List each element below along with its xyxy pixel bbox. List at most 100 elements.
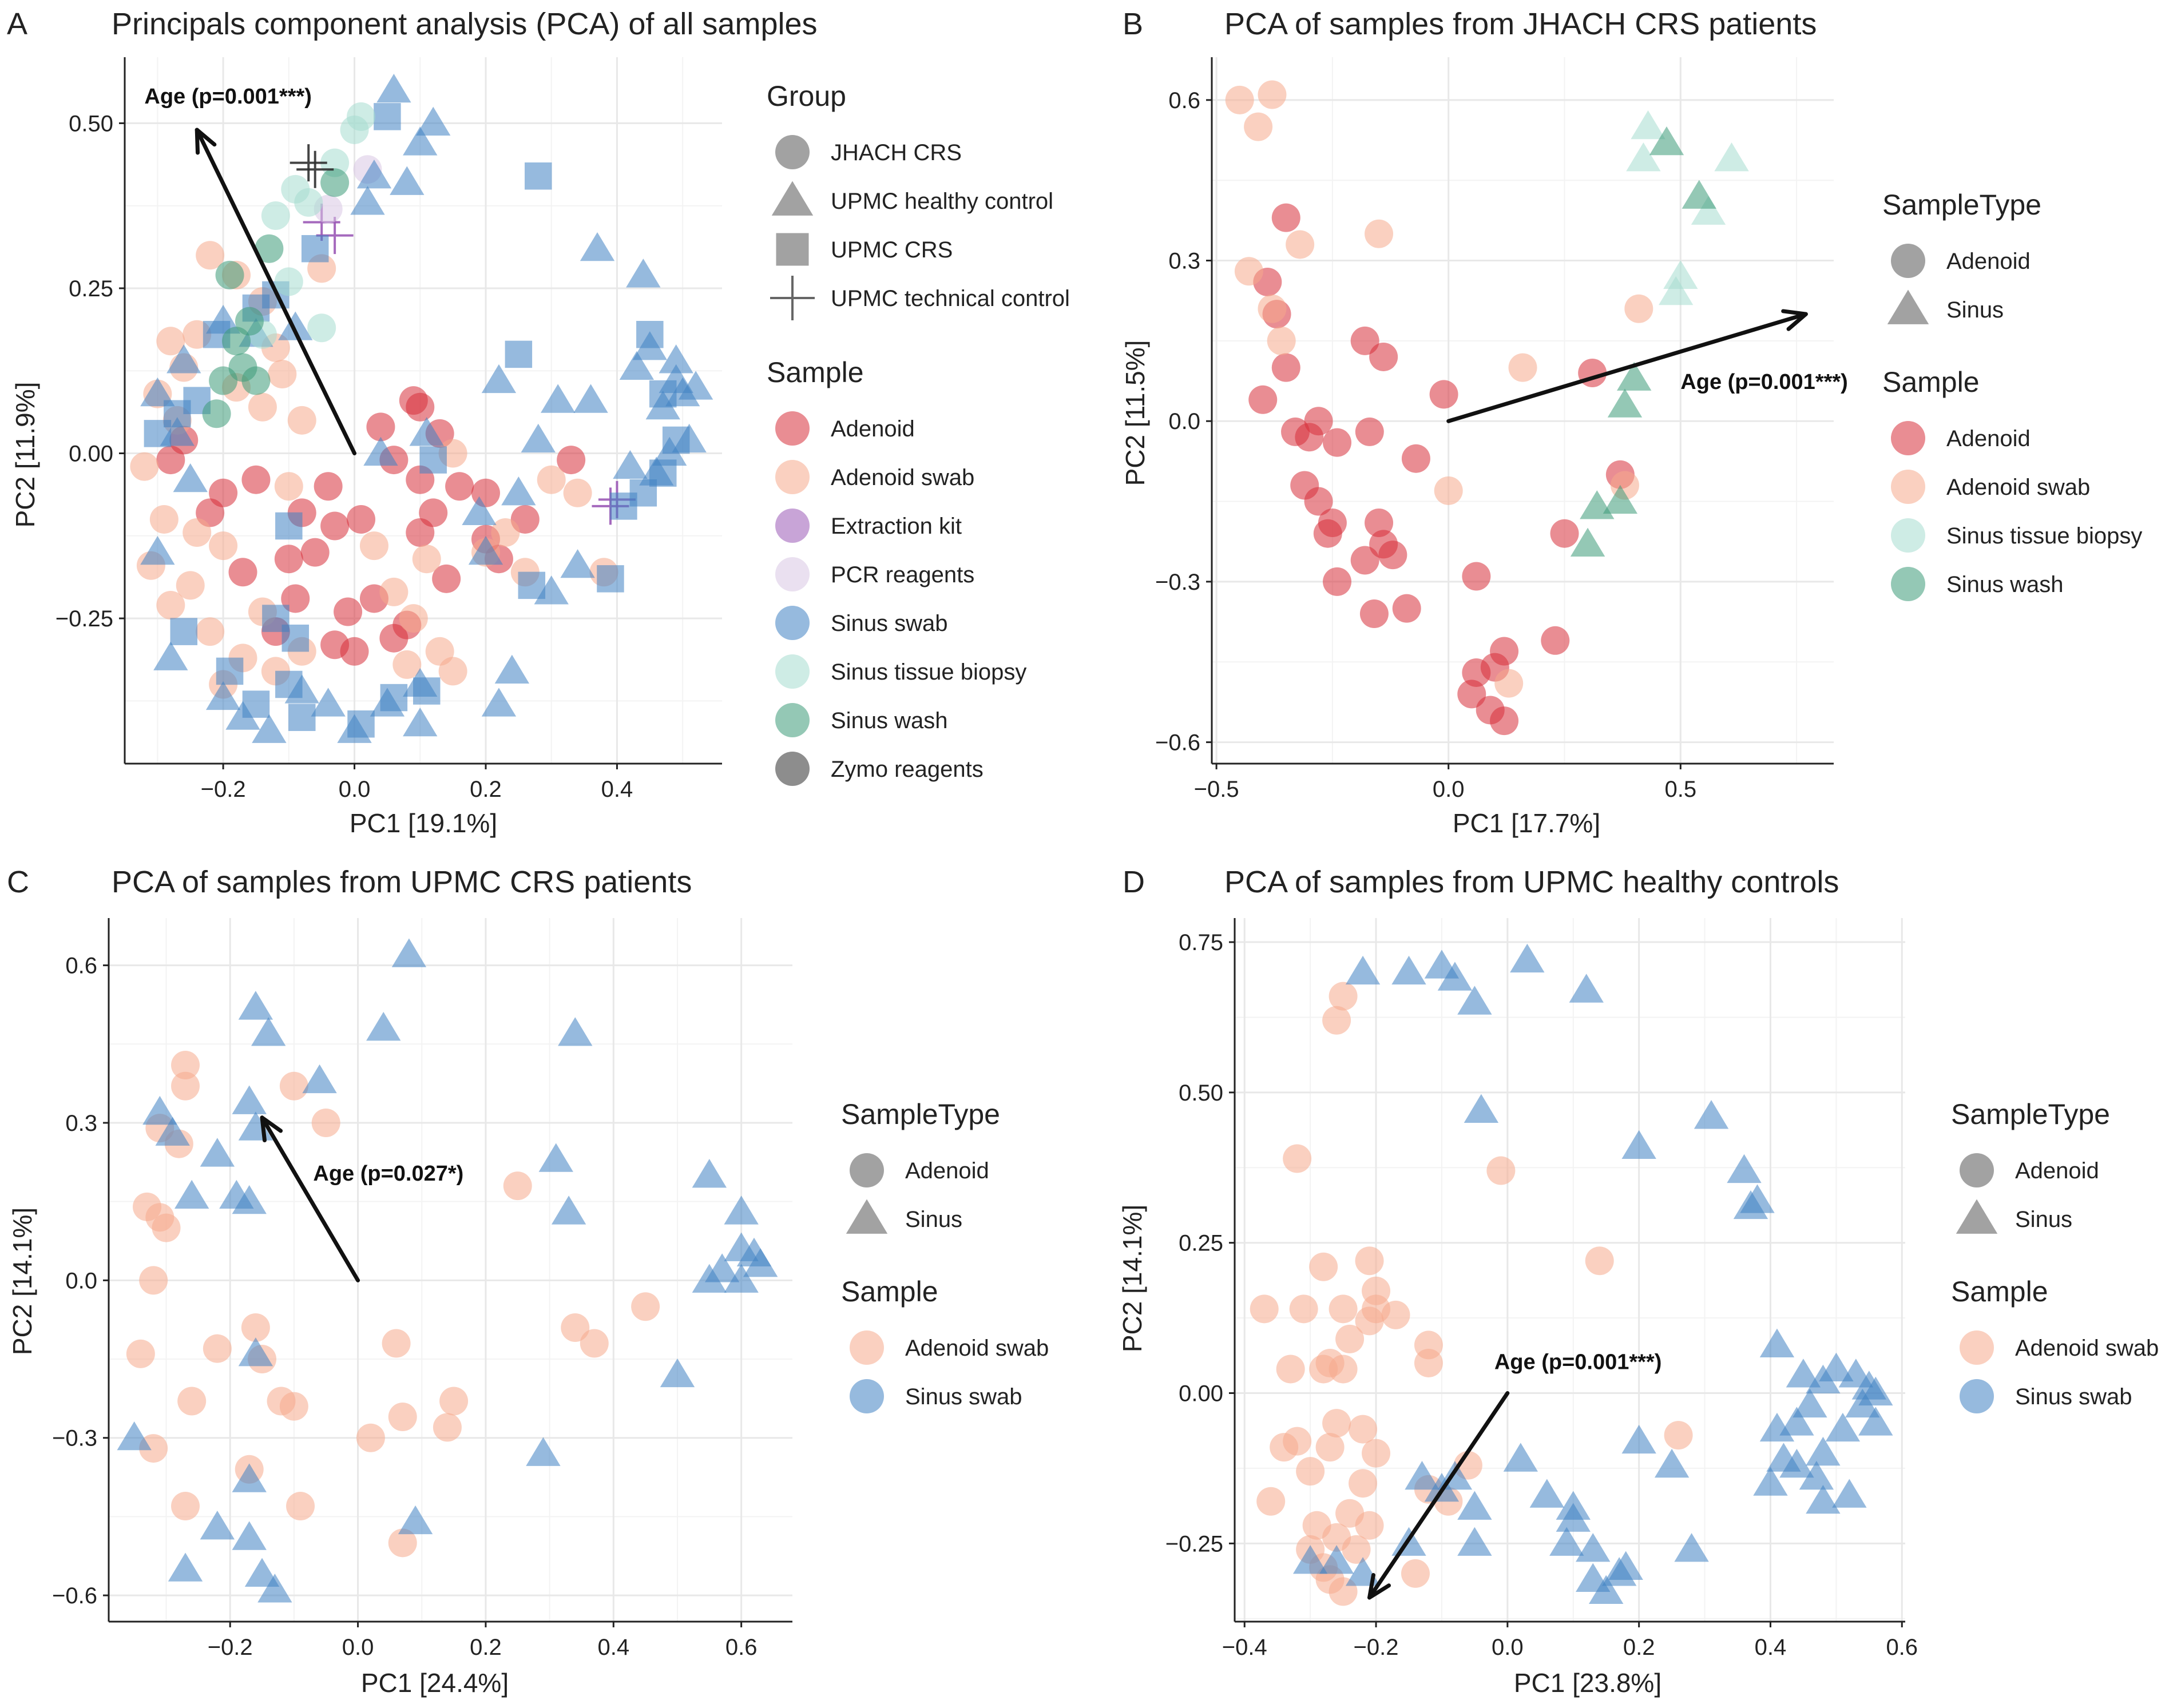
data-point-sinus-swab [398, 1505, 433, 1535]
legend-key-sinus-tissue-biopsy [775, 654, 810, 689]
data-point-adenoid-swab [412, 545, 441, 574]
data-point-adenoid-swab [1234, 257, 1263, 286]
data-point-sinus-swab [200, 1138, 235, 1167]
panel-a-plot-area: −0.2 0.0 0.2 0.4 −0.25 0.00 0.25 0.50 Age (p=0.0… [55, 57, 722, 802]
panel-c-xlabel: PC1 [24.4%] [361, 1668, 509, 1698]
data-point-sinus-swab [526, 1437, 561, 1466]
legend-key-adenoid-swab [850, 1330, 884, 1365]
data-point-adenoid-swab [1342, 1535, 1371, 1564]
data-point-sinus-swab [1740, 1184, 1775, 1213]
data-point-sinus-swab [626, 259, 661, 288]
data-point-adenoid-swab [1365, 219, 1394, 248]
data-point-adenoid-swab [1508, 353, 1537, 382]
y-tick-label: 0.50 [1179, 1081, 1223, 1106]
x-tick-label: 0.4 [1755, 1635, 1787, 1660]
x-tick-label: −0.2 [1354, 1635, 1399, 1660]
legend-label-sinus-swab: Sinus swab [2015, 1384, 2132, 1409]
data-point-adenoid [1248, 385, 1278, 414]
data-point-adenoid-swab [171, 1051, 200, 1080]
data-point-adenoid [1304, 407, 1333, 436]
data-point-sinus-swab [200, 1511, 235, 1540]
legend-title-sample: Sample [841, 1276, 938, 1308]
data-point-adenoid-swab [433, 1413, 462, 1442]
data-point-sinus-wash [215, 260, 244, 289]
data-point-sinus-swab [468, 535, 503, 565]
data-point-sinus-swab [238, 991, 273, 1020]
data-point-sinus-swab-upmc-crs [275, 512, 303, 540]
data-point-adenoid [314, 472, 343, 501]
data-point-sinus-swab [350, 186, 385, 215]
data-point-adenoid-swab [1329, 982, 1358, 1011]
data-point-sinus-swab [1510, 943, 1545, 973]
legend-label-upmc-healthy-control: UPMC healthy control [831, 189, 1053, 214]
data-point-adenoid-swab [183, 518, 212, 547]
legend-label-sinus-wash: Sinus wash [1946, 572, 2064, 597]
data-point-adenoid-swab [561, 1313, 590, 1342]
data-point-sinus-wash [1580, 490, 1615, 519]
data-point-sinus-swab [1457, 986, 1492, 1015]
y-tick-label: −0.6 [52, 1583, 97, 1608]
legend-label-upmc-technical-control: UPMC technical control [831, 286, 1070, 311]
data-point-adenoid-swab [1401, 1559, 1430, 1588]
data-point-adenoid [274, 545, 303, 574]
data-point-sinus-swab [494, 654, 530, 684]
data-point-sinus-swab-upmc-crs [288, 704, 316, 731]
data-point-adenoid [300, 538, 330, 567]
data-point-adenoid-swab [1309, 1252, 1338, 1281]
data-point-sinus-swab [390, 166, 425, 195]
legend-key-adenoid-swab [775, 460, 810, 494]
x-tick-label: 0.5 [1665, 777, 1697, 802]
legend-key-upmc-crs [776, 233, 809, 266]
data-point-adenoid-swab [359, 531, 388, 561]
data-point-sinus-swab [153, 641, 188, 670]
legend-key-sinus-swab [1960, 1379, 1994, 1413]
data-point-adenoid [1365, 508, 1394, 537]
data-point-sinus-swab [232, 1521, 267, 1550]
legend-title-sample: Sample [767, 356, 864, 388]
data-point-adenoid-swab [1256, 1487, 1286, 1516]
data-point-adenoid-swab [1289, 1294, 1318, 1324]
data-point-adenoid-swab [1276, 1355, 1305, 1384]
data-point-sinus-swab [174, 1179, 209, 1209]
data-point-sinus-swab [416, 106, 451, 136]
data-point-adenoid [1457, 680, 1486, 709]
panel-letter-c: C [7, 865, 29, 899]
data-point-sinus-wash [1570, 527, 1605, 557]
data-point-sinus-swab [1529, 1479, 1564, 1508]
data-point-adenoid-swab [537, 465, 566, 494]
data-point-sinus-swab [1753, 1467, 1788, 1496]
panel-d-legend: SampleType Adenoid Sinus Sample Adenoid swab… [1951, 1098, 2159, 1413]
data-point-sinus-wash [209, 366, 238, 395]
data-point-sinus-swab [403, 707, 438, 737]
data-point-adenoid-swab [1270, 1433, 1299, 1462]
data-point-adenoid-swab [149, 505, 179, 534]
data-point-adenoid [366, 412, 395, 442]
data-point-sinus-wash [241, 366, 271, 395]
x-tick-label: 0.4 [597, 1635, 629, 1660]
data-point-adenoid-swab [171, 1071, 200, 1101]
data-point-sinus-swab [573, 384, 608, 413]
legend-key-sinus-tissue-biopsy [1891, 518, 1925, 553]
legend-key-adenoid-swab [1891, 470, 1925, 504]
data-point-adenoid-swab [503, 1171, 532, 1201]
legend-label-adenoid-swab: Adenoid swab [831, 465, 974, 490]
data-point-adenoid-swab [196, 617, 225, 646]
data-point-adenoid-swab [241, 1313, 270, 1342]
data-point-adenoid-swab [1335, 1324, 1365, 1353]
data-point-adenoid-swab [1309, 1355, 1338, 1384]
panel-d: D PCA of samples from UPMC healthy contr… [1117, 865, 2159, 1698]
legend-label-adenoid: Adenoid [1946, 249, 2031, 274]
data-point-adenoid [1313, 519, 1342, 548]
legend-key-adenoid [1960, 1153, 1994, 1187]
data-point-sinus-wash [1603, 484, 1638, 514]
data-point-adenoid [228, 558, 257, 587]
legend-key-sinus [1956, 1199, 1998, 1234]
data-point-adenoid-swab [1225, 85, 1254, 114]
data-point-sinus-swab-upmc-crs [662, 426, 690, 454]
data-point-sinus-tissue-biopsy [1714, 142, 1749, 172]
legend-key-zymo-reagents [775, 752, 810, 786]
data-point-adenoid-swab [1322, 1409, 1351, 1438]
data-point-sinus-swab [1589, 1575, 1624, 1604]
legend-key-adenoid [1891, 421, 1925, 455]
data-point-adenoid [445, 472, 474, 501]
